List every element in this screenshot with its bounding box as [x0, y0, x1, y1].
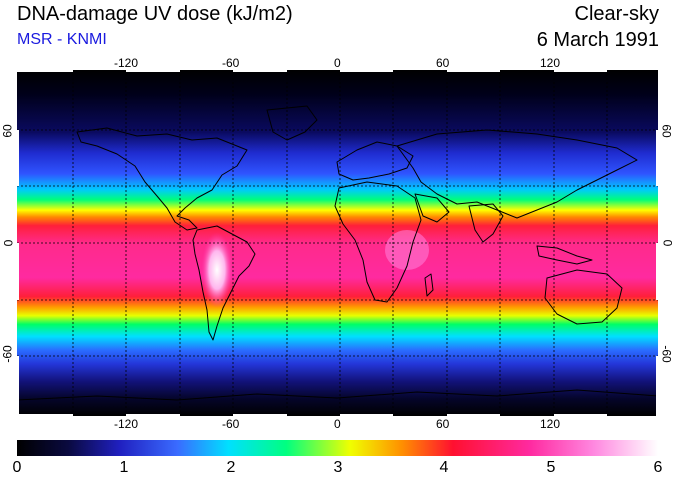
scale-tick: 5 — [546, 459, 556, 476]
lon-tick-top: 0 — [334, 56, 341, 70]
lat-tick-left: -60 — [0, 345, 15, 363]
south-america-outline — [192, 225, 256, 341]
lon-tick-top: 60 — [436, 56, 450, 70]
lon-tick-top: 120 — [540, 56, 561, 70]
lat-tick-left: 0 — [1, 239, 16, 247]
scale-tick: 6 — [653, 459, 663, 476]
asia-outline — [396, 129, 638, 219]
lat-tick-right: -60 — [659, 345, 674, 363]
sky-condition: Clear-sky — [574, 3, 659, 25]
madagascar-outline — [424, 273, 434, 297]
indonesia-outline — [536, 245, 593, 265]
map-title: DNA-damage UV dose (kJ/m2) — [17, 3, 293, 25]
lon-tick-bottom: 60 — [436, 417, 450, 431]
lon-tick-top: -60 — [222, 56, 240, 70]
source-label: MSR - KNMI — [17, 31, 107, 48]
lon-tick-top: -120 — [114, 56, 139, 70]
uv-dose-map — [17, 70, 658, 416]
india-outline — [468, 203, 504, 243]
scale-tick: 4 — [439, 459, 449, 476]
lon-tick-bottom: -60 — [222, 417, 240, 431]
lon-tick-bottom: 0 — [334, 417, 341, 431]
africa-outline — [334, 181, 422, 303]
scale-tick: 2 — [226, 459, 236, 476]
greenland-outline — [266, 105, 318, 141]
arabia-outline — [414, 193, 450, 223]
antarctica-outline — [17, 389, 658, 401]
map-date: 6 March 1991 — [536, 29, 659, 51]
scale-tick: 3 — [333, 459, 343, 476]
lat-tick-right: 0 — [660, 239, 675, 247]
scale-tick: 1 — [119, 459, 129, 476]
lat-tick-right: 60 — [659, 124, 674, 138]
lat-tick-left: 60 — [0, 124, 15, 138]
north-america-outline — [76, 127, 248, 231]
scale-tick: 0 — [12, 459, 22, 476]
europe-outline — [336, 141, 414, 181]
lon-tick-bottom: 120 — [540, 417, 561, 431]
color-scale-bar — [17, 440, 658, 456]
australia-outline — [544, 269, 623, 325]
lon-tick-bottom: -120 — [114, 417, 139, 431]
